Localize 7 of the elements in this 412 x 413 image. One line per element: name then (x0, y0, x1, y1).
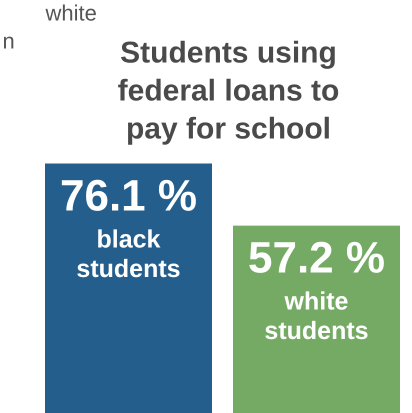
data-label: 76.1 % (60, 172, 197, 220)
data-label: 57.2 % (248, 234, 385, 283)
chart-title: Students using federal loans to pay for school (118, 36, 340, 146)
text: white (44, 0, 97, 26)
x-tick-label: white students (264, 288, 369, 345)
text: n (2, 28, 15, 54)
x-tick-label: black students (76, 226, 181, 283)
